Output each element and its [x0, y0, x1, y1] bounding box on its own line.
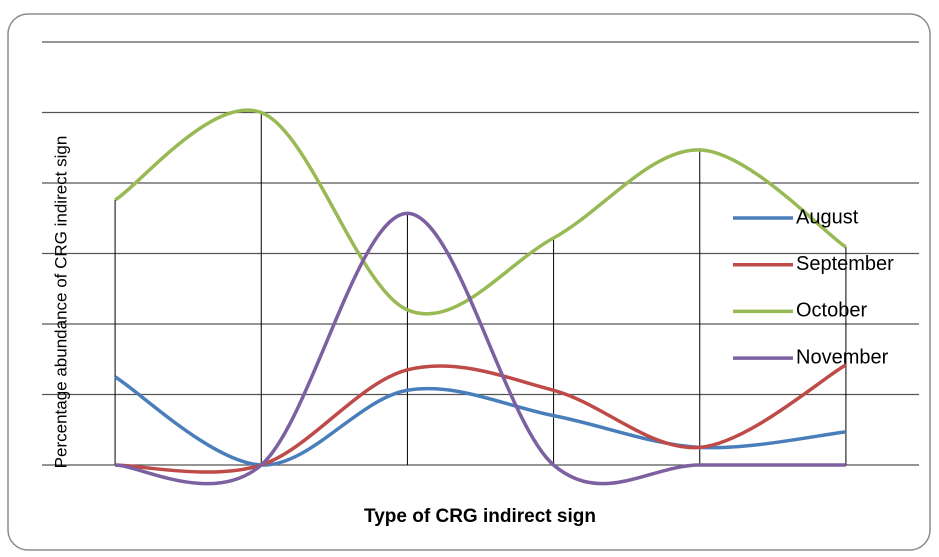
legend-label: September: [796, 253, 894, 275]
legend-label: November: [796, 346, 889, 368]
x-axis-title: Type of CRG indirect sign: [364, 506, 596, 527]
series-line: [114, 375, 847, 467]
series-line: [114, 211, 846, 486]
legend-label: August: [796, 206, 859, 228]
series-line: [114, 108, 847, 316]
y-axis-title: Percentage abundance of CRG indirect sig…: [51, 136, 70, 469]
lines: [114, 108, 847, 486]
drop-lines: [114, 112, 847, 465]
legend: August September October November: [733, 206, 894, 368]
chart-border: [7, 13, 931, 551]
series-line: [115, 363, 847, 474]
legend-label: October: [796, 300, 867, 322]
